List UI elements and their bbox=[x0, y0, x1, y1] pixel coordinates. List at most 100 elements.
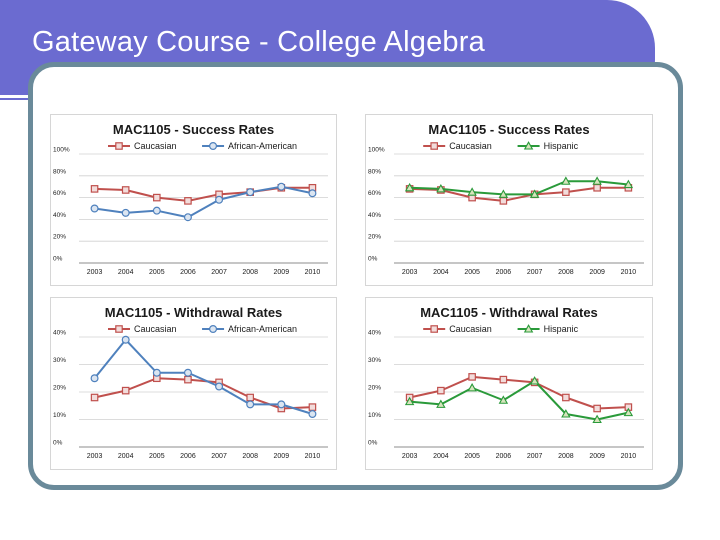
y-tick-label: 20% bbox=[368, 234, 381, 241]
data-point-caucasian bbox=[184, 197, 192, 205]
data-point-african-american bbox=[215, 382, 224, 391]
x-tick-label: 2005 bbox=[464, 453, 480, 460]
data-point-hispanic bbox=[467, 382, 477, 392]
chart-title: MAC1105 - Withdrawal Rates bbox=[105, 305, 283, 320]
chart-withdrawal-hispanic: MAC1105 - Withdrawal Rates Caucasian Hispa… bbox=[365, 297, 653, 470]
data-point-hispanic bbox=[623, 179, 634, 189]
data-point-caucasian bbox=[437, 386, 445, 395]
x-tick-label: 2007 bbox=[527, 453, 543, 460]
x-tick-label: 2005 bbox=[149, 269, 165, 276]
data-point-african-american bbox=[90, 204, 99, 213]
data-point-hispanic bbox=[592, 414, 602, 424]
y-tick-label: 20% bbox=[53, 234, 66, 241]
data-point-hispanic bbox=[561, 176, 571, 185]
y-tick-label: 30% bbox=[368, 357, 381, 364]
legend-marker-hispanic bbox=[523, 141, 534, 150]
data-point-caucasian bbox=[593, 183, 601, 192]
legend-marker-caucasian bbox=[430, 325, 439, 333]
x-tick-label: 2006 bbox=[496, 269, 512, 276]
chart-title: MAC1105 - Success Rates bbox=[113, 122, 274, 137]
y-tick-label: 80% bbox=[53, 168, 66, 175]
data-point-hispanic bbox=[436, 183, 446, 193]
data-point-hispanic bbox=[498, 395, 509, 404]
data-point-caucasian bbox=[499, 197, 508, 205]
data-point-african-american bbox=[90, 374, 99, 383]
data-point-caucasian bbox=[153, 193, 161, 202]
data-point-african-american bbox=[246, 400, 255, 409]
series-line-caucasian bbox=[409, 186, 629, 202]
y-tick-label: 40% bbox=[53, 330, 66, 337]
data-point-african-american bbox=[183, 213, 192, 222]
slide-title: Gateway Course - College Algebra bbox=[32, 26, 485, 58]
x-tick-label: 2010 bbox=[305, 269, 321, 276]
x-tick-label: 2003 bbox=[402, 453, 418, 460]
data-point-hispanic bbox=[561, 409, 571, 418]
data-point-caucasian bbox=[121, 186, 130, 194]
data-point-hispanic bbox=[404, 182, 415, 192]
y-tick-label: 100% bbox=[368, 147, 385, 154]
chart-svg: MAC1105 - Withdrawal Rates Caucasian Afric… bbox=[53, 305, 328, 460]
series-line-hispanic bbox=[409, 380, 629, 421]
y-tick-label: 20% bbox=[368, 385, 381, 392]
x-tick-label: 2009 bbox=[589, 269, 605, 276]
x-tick-label: 2007 bbox=[211, 269, 227, 276]
legend-label-caucasian: Caucasian bbox=[449, 141, 492, 151]
data-point-african-american bbox=[246, 188, 255, 197]
chart-svg: MAC1105 - Success Rates Caucasian Hispanic… bbox=[368, 122, 644, 276]
x-tick-label: 2010 bbox=[305, 453, 321, 460]
x-tick-label: 2004 bbox=[433, 269, 449, 276]
data-point-hispanic bbox=[436, 399, 446, 408]
data-point-african-american bbox=[308, 189, 317, 198]
x-tick-label: 2007 bbox=[211, 453, 227, 460]
y-tick-label: 60% bbox=[53, 190, 66, 197]
y-tick-label: 0% bbox=[53, 440, 63, 447]
data-point-african-american bbox=[183, 368, 192, 377]
legend-label-caucasian: Caucasian bbox=[134, 141, 177, 151]
data-point-hispanic bbox=[404, 396, 415, 406]
x-tick-label: 2004 bbox=[118, 269, 134, 276]
legend-marker-caucasian bbox=[430, 142, 439, 150]
data-point-hispanic bbox=[529, 376, 540, 385]
x-tick-label: 2005 bbox=[464, 269, 480, 276]
x-tick-label: 2008 bbox=[242, 453, 258, 460]
y-tick-label: 40% bbox=[368, 212, 381, 219]
legend-label-caucasian: Caucasian bbox=[449, 324, 492, 334]
data-point-african-american bbox=[277, 400, 286, 409]
y-tick-label: 80% bbox=[368, 168, 381, 175]
series-line-caucasian bbox=[409, 375, 629, 410]
y-tick-label: 60% bbox=[368, 190, 381, 197]
chart-svg: MAC1105 - Success Rates Caucasian African-… bbox=[53, 122, 328, 276]
data-point-caucasian bbox=[499, 375, 508, 384]
x-tick-label: 2009 bbox=[274, 269, 290, 276]
data-point-african-american bbox=[121, 208, 130, 217]
legend-label-african-american: African-American bbox=[228, 324, 297, 334]
data-point-hispanic bbox=[529, 189, 540, 198]
x-tick-label: 2006 bbox=[180, 269, 196, 276]
legend-marker-caucasian bbox=[115, 142, 123, 150]
y-tick-label: 40% bbox=[53, 212, 66, 219]
data-point-caucasian bbox=[90, 185, 99, 193]
data-point-caucasian bbox=[562, 393, 570, 402]
x-tick-label: 2004 bbox=[118, 453, 134, 460]
legend-marker-caucasian bbox=[115, 325, 123, 333]
y-tick-label: 0% bbox=[368, 256, 378, 263]
x-tick-label: 2007 bbox=[527, 269, 543, 276]
data-point-hispanic bbox=[498, 189, 509, 198]
data-point-hispanic bbox=[623, 407, 634, 417]
data-point-hispanic bbox=[592, 176, 602, 185]
x-tick-label: 2008 bbox=[242, 269, 258, 276]
x-tick-label: 2003 bbox=[87, 453, 103, 460]
y-tick-label: 40% bbox=[368, 330, 381, 337]
data-point-caucasian bbox=[121, 386, 130, 395]
chart-title: MAC1105 - Success Rates bbox=[428, 122, 589, 137]
series-line-hispanic bbox=[409, 180, 629, 196]
y-tick-label: 0% bbox=[53, 256, 63, 263]
x-tick-label: 2003 bbox=[402, 269, 418, 276]
legend-marker-african-american bbox=[209, 142, 218, 151]
y-tick-label: 10% bbox=[53, 412, 66, 419]
data-point-caucasian bbox=[468, 373, 476, 381]
chart-svg: MAC1105 - Withdrawal Rates Caucasian Hispa… bbox=[368, 305, 644, 460]
x-tick-label: 2009 bbox=[589, 453, 605, 460]
data-point-african-american bbox=[277, 182, 286, 191]
series-line-african-american bbox=[94, 185, 313, 219]
